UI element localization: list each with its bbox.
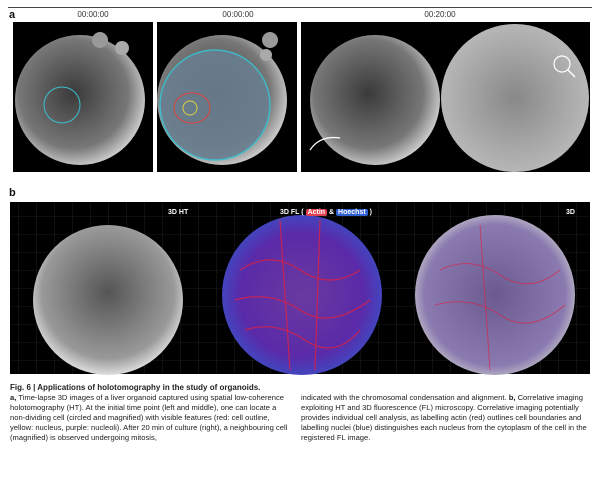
view-label: ): [369, 209, 372, 216]
caption-title: Fig. 6 | Applications of holotomography …: [10, 383, 261, 392]
view-label: Actin: [305, 209, 328, 216]
timestamp: 00:00:00: [77, 10, 109, 19]
view-label: 3D HT: [168, 209, 189, 216]
timestamp: 00:00:00: [222, 10, 254, 19]
caption-text: Time-lapse 3D images of a liver organoid…: [10, 393, 288, 442]
caption-left: Fig. 6 | Applications of holotomography …: [10, 383, 290, 443]
caption-label: a,: [10, 393, 17, 402]
view-label: Hoechst: [336, 209, 368, 216]
rule: [8, 7, 592, 8]
caption-text: indicated with the chromosomal condensat…: [301, 393, 507, 402]
view-label: 3D: [566, 209, 575, 216]
view-label: &: [329, 209, 335, 216]
caption-right: indicated with the chromosomal condensat…: [301, 393, 591, 443]
caption-text: Correlative imaging exploiting HT and 3D…: [301, 393, 587, 442]
caption-label: b,: [508, 393, 516, 402]
view-label: 3D FL (: [280, 209, 304, 216]
panel-label: a: [9, 9, 16, 21]
panel-b-image: [10, 202, 590, 375]
figure-images: [10, 22, 590, 375]
panel-a-images: [13, 22, 590, 172]
view-label-group: 3D FL ( Actin & Hoechst ): [280, 209, 372, 216]
timestamp: 00:20:00: [424, 10, 456, 19]
panel-label: b: [9, 187, 16, 199]
